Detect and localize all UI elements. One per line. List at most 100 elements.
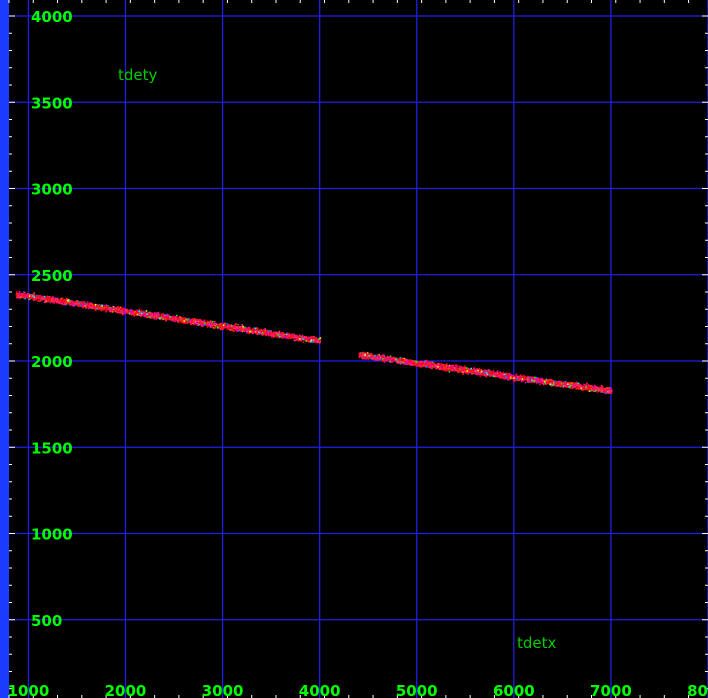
data-point bbox=[69, 301, 72, 303]
data-point bbox=[60, 300, 63, 302]
data-point bbox=[570, 384, 572, 387]
data-point bbox=[144, 311, 146, 314]
data-point bbox=[576, 381, 578, 384]
data-point bbox=[232, 330, 235, 332]
data-point bbox=[269, 332, 272, 334]
data-point bbox=[133, 315, 135, 317]
data-point bbox=[504, 372, 507, 375]
data-point bbox=[480, 369, 482, 371]
data-point bbox=[566, 382, 568, 385]
grid-lines bbox=[9, 0, 708, 698]
data-point bbox=[591, 388, 593, 390]
data-point bbox=[288, 333, 290, 336]
data-point bbox=[462, 366, 464, 369]
data-point bbox=[154, 316, 156, 318]
data-point bbox=[514, 378, 516, 381]
data-point bbox=[569, 387, 571, 389]
data-point bbox=[126, 309, 128, 311]
data-point bbox=[502, 371, 505, 374]
data-point bbox=[61, 301, 63, 304]
data-point bbox=[214, 326, 216, 329]
data-point bbox=[307, 336, 310, 339]
data-point bbox=[547, 380, 549, 383]
data-point bbox=[145, 310, 148, 312]
data-point bbox=[588, 389, 591, 391]
data-point bbox=[65, 299, 67, 302]
data-point bbox=[231, 329, 233, 331]
data-point bbox=[498, 375, 500, 378]
data-point bbox=[448, 371, 451, 373]
data-point bbox=[146, 315, 148, 318]
data-point bbox=[242, 325, 244, 328]
data-point bbox=[295, 334, 298, 337]
data-point bbox=[365, 355, 368, 358]
data-point bbox=[97, 305, 100, 308]
data-point bbox=[246, 330, 249, 332]
data-point bbox=[158, 317, 161, 320]
data-point bbox=[309, 339, 311, 341]
data-point bbox=[68, 302, 70, 304]
data-point bbox=[248, 328, 250, 331]
data-point bbox=[138, 310, 141, 312]
data-point bbox=[304, 336, 306, 339]
data-point bbox=[54, 297, 57, 300]
data-point bbox=[297, 339, 300, 342]
data-point bbox=[143, 311, 145, 314]
data-point bbox=[33, 294, 36, 296]
data-point bbox=[123, 311, 125, 314]
data-point bbox=[571, 384, 574, 387]
data-point bbox=[28, 293, 30, 295]
data-point bbox=[389, 355, 392, 358]
data-point bbox=[258, 330, 261, 332]
data-point bbox=[453, 369, 455, 372]
data-point bbox=[185, 319, 187, 322]
data-point bbox=[447, 368, 450, 370]
data-point bbox=[176, 314, 178, 317]
data-point bbox=[114, 307, 117, 309]
data-point bbox=[292, 336, 294, 339]
data-point bbox=[99, 308, 102, 311]
data-point bbox=[178, 321, 180, 324]
data-point bbox=[173, 320, 176, 322]
data-point bbox=[269, 332, 272, 335]
data-point bbox=[572, 382, 574, 385]
data-point bbox=[77, 302, 79, 305]
data-point bbox=[15, 291, 18, 293]
data-point bbox=[107, 306, 109, 308]
left-border bbox=[0, 0, 9, 698]
data-point bbox=[24, 292, 26, 294]
data-point bbox=[377, 359, 379, 361]
data-point bbox=[89, 303, 92, 306]
data-point bbox=[52, 297, 54, 299]
data-point bbox=[187, 319, 189, 322]
data-point bbox=[96, 304, 98, 307]
data-point bbox=[569, 382, 571, 384]
data-point bbox=[507, 375, 510, 378]
data-point bbox=[140, 312, 143, 315]
data-point bbox=[193, 322, 195, 324]
data-point bbox=[273, 333, 276, 336]
data-point bbox=[208, 322, 210, 325]
data-point bbox=[308, 341, 311, 343]
data-point bbox=[305, 336, 308, 339]
data-point bbox=[282, 332, 285, 334]
data-point bbox=[274, 335, 277, 338]
data-point bbox=[136, 311, 139, 314]
data-point bbox=[39, 295, 41, 298]
data-point bbox=[449, 368, 451, 371]
data-point bbox=[478, 369, 481, 372]
data-point bbox=[184, 322, 186, 324]
data-point bbox=[215, 323, 217, 325]
data-point bbox=[599, 389, 601, 391]
data-point bbox=[35, 295, 38, 298]
data-point bbox=[183, 320, 186, 322]
data-point bbox=[273, 332, 275, 335]
data-point bbox=[253, 330, 255, 332]
data-point bbox=[157, 312, 160, 314]
data-points bbox=[15, 291, 613, 395]
data-point bbox=[24, 294, 27, 297]
data-point bbox=[607, 388, 610, 391]
data-point bbox=[300, 338, 303, 340]
data-point bbox=[131, 312, 134, 315]
data-point bbox=[190, 320, 193, 322]
